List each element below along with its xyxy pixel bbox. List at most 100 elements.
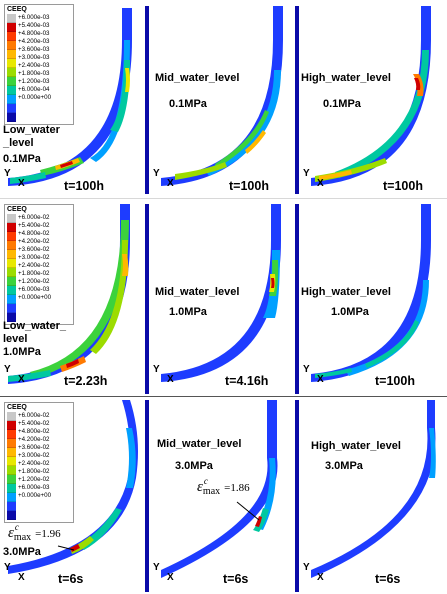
pressure-label: 3.0MPa	[3, 546, 41, 558]
panel-low-level-3.0mpa: CEEQ +6.000e-02 +5.400e-02 +4.800e-02 +4.20…	[0, 398, 145, 594]
legend-swatch	[7, 448, 16, 457]
specimen-contour	[295, 400, 436, 592]
time-label: t=100h	[229, 179, 269, 193]
legend-swatch	[7, 286, 16, 295]
legend-value: +3.600e-02	[18, 246, 50, 253]
axis-x-label: X	[167, 572, 174, 583]
legend-swatch	[7, 475, 16, 484]
legend-title: CEEQ	[7, 404, 27, 411]
axis-x-label: X	[167, 374, 174, 385]
legend-labels: +6.000e-03 +5.400e-03 +4.800e-03 +4.200e-03…	[18, 14, 51, 122]
specimen-contour	[295, 204, 431, 394]
axis-y-label: Y	[303, 562, 310, 573]
legend-value: +2.400e-02	[18, 460, 50, 467]
axis-triad: Y X	[4, 168, 34, 192]
axis-triad: Y X	[153, 562, 183, 586]
axis-x-label: X	[18, 374, 25, 385]
case-label: Mid_water_level	[157, 438, 242, 450]
axis-x-label: X	[317, 572, 324, 583]
pressure-label: 1.0MPa	[331, 306, 369, 318]
ceeq-legend: CEEQ +6.000e-02 +5.400e-02 +4.800e-02 +4.20…	[4, 204, 74, 325]
panel-mid-level-3.0mpa: Mid_water_level 3.0MPa εcmax =1.86 t=6s Y…	[145, 398, 295, 594]
time-label: t=6s	[58, 572, 84, 586]
axis-y-label: Y	[4, 364, 11, 375]
legend-swatches	[7, 14, 16, 122]
legend-value: +6.000e-03	[18, 14, 50, 21]
time-label: t=2.23h	[64, 374, 108, 388]
axis-y-label: Y	[153, 364, 160, 375]
legend-swatch	[7, 214, 16, 223]
legend-swatch	[7, 421, 16, 430]
legend-swatch	[7, 113, 16, 122]
epsilon-symbol: ε	[8, 525, 14, 541]
legend-swatch	[7, 95, 16, 104]
panel-mid-level-0.1mpa: Mid_water_level 0.1MPa t=100h Y X	[145, 0, 295, 198]
max-strain-annotation: εcmax =1.86	[197, 476, 250, 497]
legend-value: +4.200e-03	[18, 38, 50, 45]
axis-triad: Y X	[153, 168, 183, 192]
legend-swatch	[7, 77, 16, 86]
panel-high-level-1.0mpa: High_water_level 1.0MPa t=100h Y X	[295, 200, 447, 396]
legend-swatch	[7, 14, 16, 23]
legend-swatch	[7, 104, 16, 113]
axis-triad: Y X	[303, 364, 333, 388]
specimen-contour	[8, 400, 138, 574]
case-label: High_water_level	[311, 440, 401, 452]
legend-value: +1.800e-03	[18, 70, 50, 77]
axis-x-label: X	[167, 178, 174, 189]
pressure-label: 1.0MPa	[3, 346, 41, 358]
case-label: Low_water _level	[3, 124, 60, 149]
panel-high-level-3.0mpa: High_water_level 3.0MPa t=6s Y X	[295, 398, 447, 594]
max-strain-value: =1.86	[224, 482, 250, 494]
specimen-contour	[8, 8, 132, 186]
panel-high-level-0.1mpa: High_water_level 0.1MPa t=100h Y X	[295, 0, 447, 198]
legend-swatch	[7, 250, 16, 259]
epsilon-superscript: c	[203, 476, 208, 486]
axis-triad: Y X	[153, 364, 183, 388]
legend-value: +1.800e-02	[18, 468, 50, 475]
legend-value: +5.400e-03	[18, 22, 50, 29]
legend-swatch	[7, 50, 16, 59]
axis-x-label: X	[317, 374, 324, 385]
legend-title: CEEQ	[7, 6, 27, 13]
epsilon-subscript: max	[13, 532, 32, 543]
legend-value: +3.000e-03	[18, 54, 50, 61]
specimen-contour	[145, 204, 281, 394]
ceeq-legend: CEEQ +6.000e-02 +5.400e-02 +4.800e-02 +4.20…	[4, 402, 74, 523]
legend-swatch	[7, 259, 16, 268]
pressure-label: 3.0MPa	[325, 460, 363, 472]
legend-value: +0.000e+00	[18, 94, 52, 101]
axis-x-label: X	[317, 178, 324, 189]
legend-swatch	[7, 484, 16, 493]
axis-y-label: Y	[153, 562, 160, 573]
legend-labels: +6.000e-02 +5.400e-02 +4.800e-02 +4.200e-02…	[18, 412, 51, 520]
legend-swatch	[7, 430, 16, 439]
legend-swatch	[7, 223, 16, 232]
legend-value: +6.000e-03	[18, 286, 50, 293]
legend-value: +1.200e-02	[18, 278, 50, 285]
legend-swatch	[7, 313, 16, 322]
legend-value: +2.400e-02	[18, 262, 50, 269]
panel-low-level-0.1mpa: CEEQ +6.000e-03 +5.400e-03 +4.800e-03 +4.20…	[0, 0, 145, 198]
case-label: Low_water_ level	[3, 320, 66, 345]
legend-value: +4.800e-03	[18, 30, 50, 37]
time-label: t=6s	[375, 572, 401, 586]
legend-value: +6.000e-03	[18, 484, 50, 491]
epsilon-symbol: ε	[197, 479, 203, 495]
axis-x-label: X	[18, 178, 25, 189]
specimen-contour	[8, 204, 130, 384]
epsilon-subscript: max	[202, 486, 221, 497]
pressure-label: 0.1MPa	[3, 153, 41, 165]
legend-swatch	[7, 277, 16, 286]
specimen-contour	[295, 6, 431, 194]
legend-swatch	[7, 493, 16, 502]
legend-swatch	[7, 59, 16, 68]
row-divider	[0, 198, 447, 199]
ceeq-legend: CEEQ +6.000e-03 +5.400e-03 +4.800e-03 +4.20…	[4, 4, 74, 125]
legend-swatch	[7, 41, 16, 50]
axis-y-label: Y	[303, 168, 310, 179]
legend-labels: +6.000e-02 +5.400e-02 +4.800e-02 +4.200e-02…	[18, 214, 51, 322]
legend-swatch	[7, 466, 16, 475]
axis-triad: Y X	[4, 562, 34, 586]
